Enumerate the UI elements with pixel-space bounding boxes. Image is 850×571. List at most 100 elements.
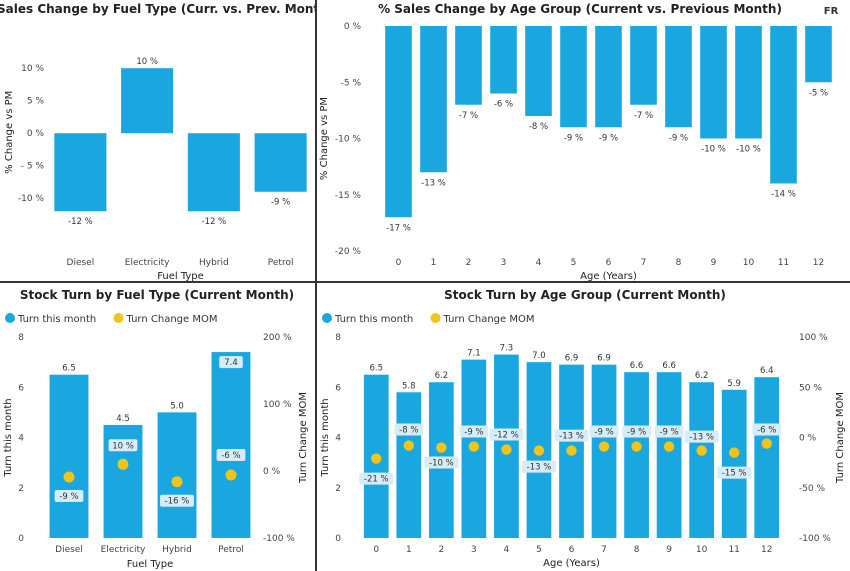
mom-label: -6 % <box>221 451 240 461</box>
data-label: -10 % <box>701 145 726 155</box>
x-tick-label: 3 <box>471 545 477 555</box>
mom-label-bg <box>752 423 782 436</box>
y2-tick-label: -100 % <box>263 534 295 544</box>
y-tick-label: -5 % <box>341 78 362 88</box>
y2-tick-label: 0 % <box>799 434 817 444</box>
bar-value-label: 5.0 <box>170 401 184 411</box>
mom-label-bg <box>521 460 556 473</box>
y-tick-label: 4 <box>18 434 24 444</box>
y-tick-label: 10 % <box>21 64 44 74</box>
age-sales-change-chart[interactable]: % Sales Change by Age Group (Current vs.… <box>317 0 850 281</box>
x-tick-label: 8 <box>676 258 682 268</box>
data-label: -9 % <box>271 198 290 208</box>
bar-value-label: 7.3 <box>500 344 514 354</box>
x-tick-label: 5 <box>571 258 577 268</box>
y-axis-title: Turn this month <box>3 398 14 477</box>
fuel-sales-change-chart[interactable]: % Sales Change by Fuel Type (Curr. vs. P… <box>0 0 315 281</box>
bar-value-label: 6.4 <box>760 366 774 376</box>
data-label: -8 % <box>529 122 548 132</box>
bar-value-label: 7.4 <box>224 358 238 368</box>
mom-label: -13 % <box>559 432 584 442</box>
mom-label-bg <box>394 423 424 436</box>
x-tick-label: 4 <box>536 258 542 268</box>
y2-axis-title: Turn Change MOM <box>298 392 309 484</box>
legend-marker-bar <box>5 313 15 323</box>
bar <box>455 26 482 105</box>
y-tick-label: -15 % <box>335 191 362 201</box>
y-axis-title: % Change vs PM <box>319 97 330 180</box>
chart-title: Stock Turn by Age Group (Current Month) <box>444 288 726 302</box>
y-tick-label: 8 <box>335 333 341 343</box>
y-axis-title: Turn this month <box>320 398 331 477</box>
bar-value-label: 7.0 <box>532 351 546 361</box>
mom-dot <box>436 442 447 453</box>
bar <box>805 26 832 83</box>
bar-value-label: 6.5 <box>62 364 76 374</box>
bar <box>689 382 715 538</box>
mom-label: -9 % <box>659 428 678 438</box>
mom-dot <box>63 471 75 483</box>
fr-badge: FR <box>824 6 839 17</box>
bar <box>754 377 780 538</box>
x-tick-label: 1 <box>431 258 437 268</box>
x-tick-label: 7 <box>601 545 607 555</box>
mom-label: -9 % <box>464 428 483 438</box>
mom-label: -6 % <box>757 426 776 436</box>
legend-label: Turn Change MOM <box>126 314 218 325</box>
x-tick-label: 3 <box>501 258 507 268</box>
x-tick-label: 11 <box>728 545 739 555</box>
y2-tick-label: -50 % <box>799 484 826 494</box>
y2-tick-label: 200 % <box>263 333 292 343</box>
x-tick-label: 10 <box>696 545 708 555</box>
x-tick-label: 7 <box>641 258 647 268</box>
y-tick-label: 0 % <box>27 129 45 139</box>
x-tick-label: 0 <box>373 545 379 555</box>
x-tick-label: 9 <box>711 258 717 268</box>
mom-dot <box>403 440 415 451</box>
mom-dot <box>533 445 545 456</box>
x-tick-label: Petrol <box>268 258 294 268</box>
legend-marker-dot <box>113 313 124 323</box>
x-tick-label: 8 <box>634 545 640 555</box>
y2-tick-label: 50 % <box>799 383 822 393</box>
bar-value-label: 6.6 <box>662 361 676 371</box>
bar <box>121 68 174 134</box>
mom-dot <box>371 453 382 464</box>
y-tick-label: 0 <box>335 534 341 544</box>
mom-label-bg <box>654 425 684 438</box>
data-label: -12 % <box>68 217 93 227</box>
x-tick-label: 1 <box>406 545 412 555</box>
data-label: -5 % <box>809 88 828 98</box>
mom-dot <box>171 476 183 488</box>
data-label: -17 % <box>386 223 411 233</box>
bar-value-label: 6.9 <box>565 354 579 364</box>
fuel-stock-turn-chart[interactable]: Stock Turn by Fuel Type (Current Month) T… <box>0 283 315 571</box>
mom-label-bg <box>717 466 752 479</box>
data-label: -9 % <box>564 133 583 143</box>
mom-label: 10 % <box>112 441 134 451</box>
data-label: -14 % <box>771 190 796 200</box>
age-stock-turn-chart[interactable]: Stock Turn by Age Group (Current Month) T… <box>317 283 850 571</box>
legend-marker-bar <box>322 313 332 323</box>
mom-label-bg <box>160 494 194 507</box>
x-tick-label: 5 <box>536 545 542 555</box>
mom-label: -10 % <box>429 459 454 469</box>
y2-axis-title: Turn Change MOM <box>835 392 846 484</box>
bar <box>254 133 307 192</box>
x-tick-label: Hybrid <box>199 258 229 268</box>
chart-title: % Sales Change by Fuel Type (Curr. vs. P… <box>0 2 315 16</box>
mom-dot <box>631 441 642 452</box>
fuel-stock-turn-svg: Stock Turn by Fuel Type (Current Month) T… <box>3 288 309 570</box>
bar <box>490 26 517 94</box>
y-tick-label: 6 <box>335 383 341 393</box>
y-tick-label: 0 <box>18 534 24 544</box>
legend-label: Turn Change MOM <box>443 314 535 325</box>
legend-label: Turn this month <box>334 314 413 325</box>
x-tick-label: 0 <box>396 258 402 268</box>
bar <box>700 26 727 139</box>
y-tick-label: -20 % <box>335 247 362 257</box>
x-tick-label: Electricity <box>125 258 170 268</box>
bar <box>630 26 657 105</box>
mom-dot <box>598 441 610 452</box>
mom-dot <box>761 438 772 449</box>
